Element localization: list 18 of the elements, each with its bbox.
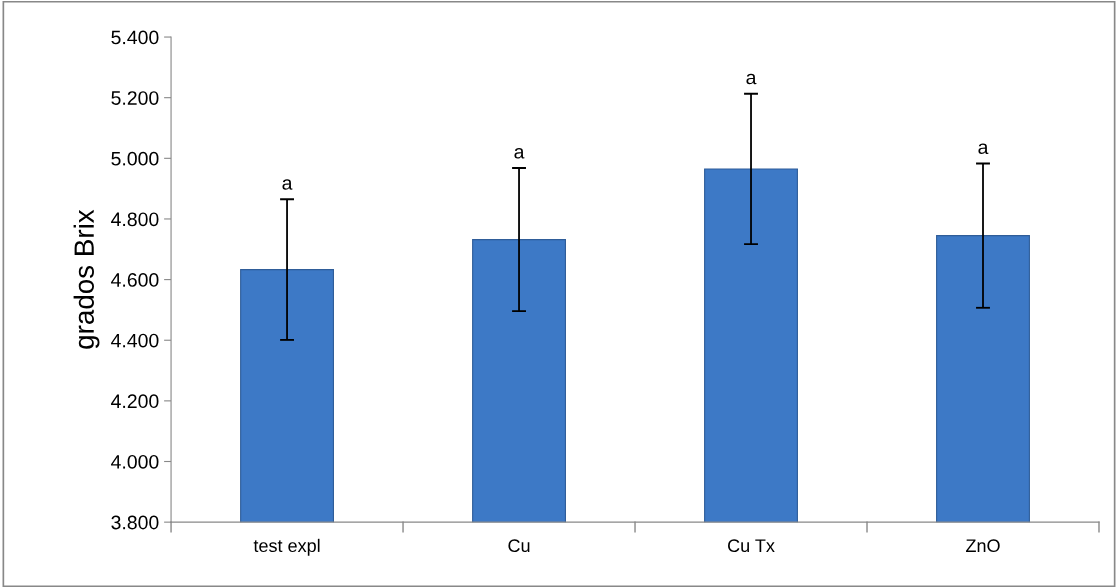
y-tick-label: 4.200 <box>111 394 159 409</box>
y-tick-label: 4.000 <box>111 454 159 469</box>
x-tick-label: Cu <box>508 539 530 553</box>
x-tick-label: Cu Tx <box>728 539 775 553</box>
annotation: a <box>746 73 757 85</box>
annotation: a <box>514 147 525 159</box>
annotation: a <box>978 143 989 155</box>
y-tick-label: 4.800 <box>111 212 159 227</box>
y-tick-label: 5.400 <box>111 30 159 45</box>
y-tick-label: 5.000 <box>111 151 159 166</box>
x-tick-label: test expl <box>253 538 320 556</box>
y-tick-label: 4.600 <box>111 273 159 287</box>
y-tick-label: 3.800 <box>111 515 159 530</box>
y-tick-label: 5.200 <box>111 91 159 105</box>
y-axis-title: grados Brix <box>73 209 100 349</box>
annotation: a <box>282 179 293 190</box>
x-tick-label: ZnO <box>966 539 1000 553</box>
y-tick-label: 4.400 <box>111 333 159 348</box>
